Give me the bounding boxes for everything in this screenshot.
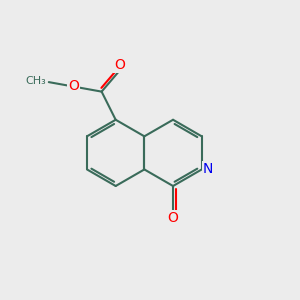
Text: O: O <box>68 79 79 93</box>
Text: N: N <box>203 162 213 176</box>
Text: CH₃: CH₃ <box>26 76 46 86</box>
Text: O: O <box>114 58 125 72</box>
Text: O: O <box>168 211 178 225</box>
